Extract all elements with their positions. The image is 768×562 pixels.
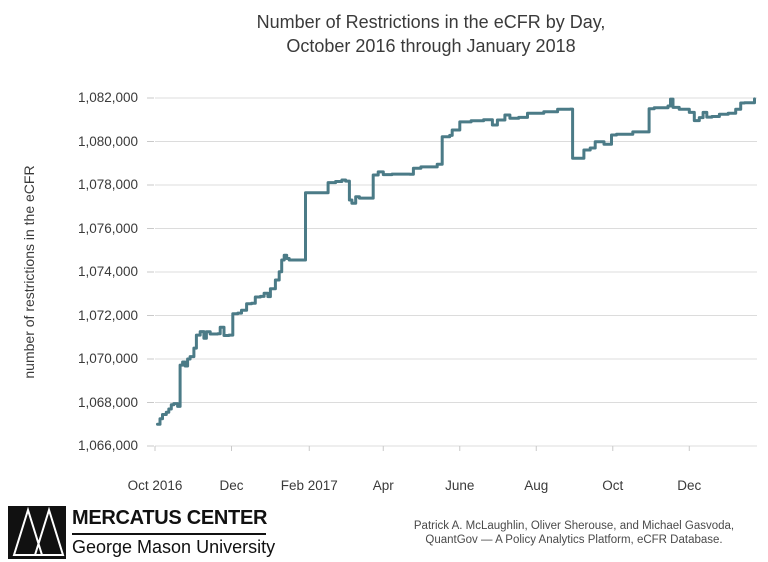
logo-subtitle: George Mason University xyxy=(72,537,276,557)
logo-title: MERCATUS CENTER xyxy=(72,507,268,529)
footer: MERCATUS CENTER George Mason University … xyxy=(0,505,768,562)
x-axis-tick-label: Oct xyxy=(602,478,624,493)
x-axis-tick-label: Oct 2016 xyxy=(127,478,183,493)
x-axis-tick-label: Dec xyxy=(677,478,702,493)
chart-title: Number of Restrictions in the eCFR by Da… xyxy=(125,10,737,59)
credit-line2: QuantGov — A Policy Analytics Platform, … xyxy=(425,534,723,547)
y-axis-tick-label: 1,082,000 xyxy=(77,90,138,105)
x-axis-tick-label: June xyxy=(445,478,475,493)
restrictions-step-line xyxy=(156,97,756,426)
line-chart-plot xyxy=(147,97,757,451)
x-axis-tick-label: Feb 2017 xyxy=(280,478,338,493)
data-credit: Patrick A. McLaughlin, Oliver Sherouse, … xyxy=(394,519,754,548)
x-axis-tick-label: Dec xyxy=(219,478,244,493)
mercatus-logo-icon xyxy=(8,506,66,559)
x-axis-tick-label: Aug xyxy=(524,478,549,493)
chart-title-line2: October 2016 through January 2018 xyxy=(286,36,576,57)
y-axis-tick-label: 1,078,000 xyxy=(77,177,138,192)
y-axis-tick-label: 1,068,000 xyxy=(77,394,138,410)
y-axis-tick-label: 1,074,000 xyxy=(77,264,138,279)
x-axis-tick-label: Apr xyxy=(372,478,394,493)
y-axis-tick-label: 1,080,000 xyxy=(77,133,138,149)
chart-title-line1: Number of Restrictions in the eCFR by Da… xyxy=(256,12,606,32)
logo-divider xyxy=(72,533,266,535)
y-axis-tick-label: 1,070,000 xyxy=(77,351,138,366)
logo-text-block: MERCATUS CENTER George Mason University xyxy=(72,507,332,558)
y-axis-tick-label: 1,072,000 xyxy=(77,307,138,323)
y-axis-tick-label: 1,066,000 xyxy=(77,438,138,453)
y-axis-tick-label: 1,076,000 xyxy=(77,220,138,236)
credit-line1: Patrick A. McLaughlin, Oliver Sherouse, … xyxy=(413,520,735,532)
